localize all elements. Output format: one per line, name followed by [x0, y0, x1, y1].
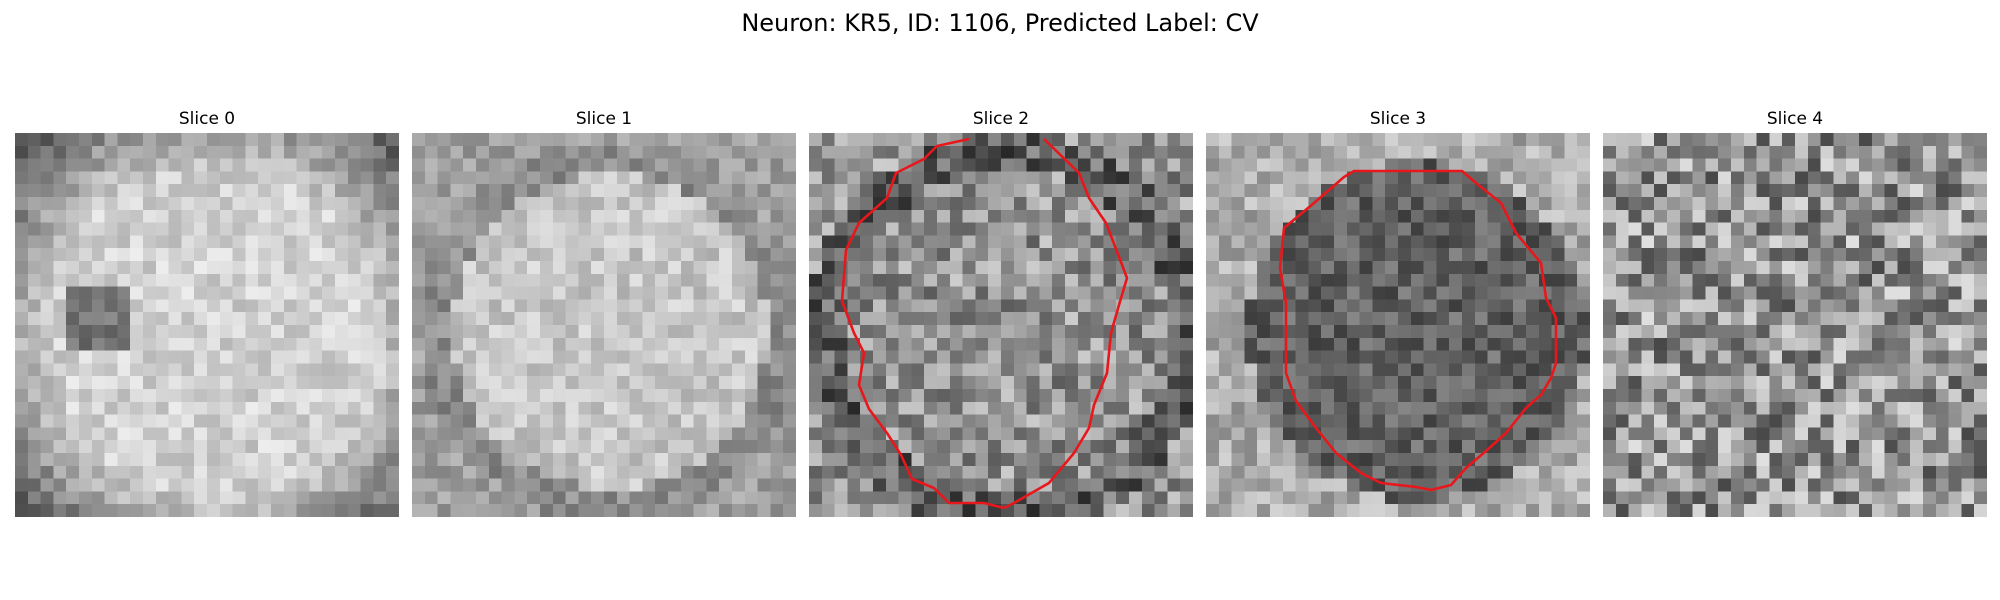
slice-image: [1206, 133, 1590, 517]
contour-overlay: [1206, 133, 1590, 517]
slice-panel-3: Slice 3: [1206, 108, 1590, 517]
slice-title: Slice 3: [1206, 108, 1590, 130]
slice-panel-1: Slice 1: [412, 108, 796, 517]
contour-overlay: [809, 133, 1193, 517]
slice-title: Slice 4: [1603, 108, 1987, 130]
slice-title: Slice 0: [15, 108, 399, 130]
slice-panel-0: Slice 0: [15, 108, 399, 517]
slice-image: [15, 133, 399, 517]
figure-title: Neuron: KR5, ID: 1106, Predicted Label: …: [0, 8, 2000, 38]
segmentation-contour: [1280, 171, 1556, 490]
segmentation-contour: [842, 139, 1004, 508]
slice-image: [809, 133, 1193, 517]
slice-title: Slice 2: [809, 108, 1193, 130]
slice-image: [1603, 133, 1987, 517]
slice-image: [412, 133, 796, 517]
slice-panel-4: Slice 4: [1603, 108, 1987, 517]
slice-title: Slice 1: [412, 108, 796, 130]
slice-panel-2: Slice 2: [809, 108, 1193, 517]
segmentation-contour: [1004, 139, 1127, 508]
